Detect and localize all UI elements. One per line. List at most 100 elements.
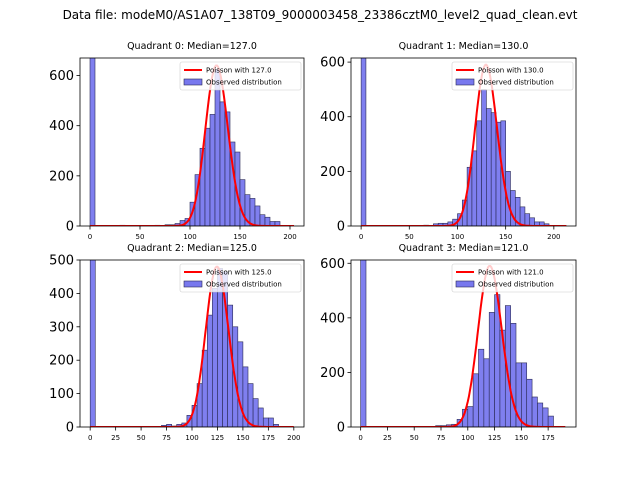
histogram-bar <box>219 101 226 226</box>
legend-label-poisson: Poisson with 127.0 <box>206 67 272 75</box>
subplot-title: Quadrant 3: Median=121.0 <box>399 243 529 254</box>
x-tick-label: 150 <box>499 233 512 241</box>
x-tick-label: 25 <box>383 434 392 442</box>
histogram-bar <box>214 68 221 226</box>
subplot-title: Quadrant 2: Median=125.0 <box>127 243 257 254</box>
x-tick-label: 150 <box>236 434 249 442</box>
x-tick-label: 100 <box>183 233 196 241</box>
legend-box <box>179 61 302 91</box>
y-tick-label: 200 <box>320 165 345 180</box>
legend-label-poisson: Poisson with 130.0 <box>478 67 544 75</box>
legend: Poisson with 127.0 Observed distribution <box>179 61 302 91</box>
histogram-bar <box>543 223 550 226</box>
plot-area <box>89 58 294 226</box>
y-tick-label: 200 <box>49 354 74 369</box>
histogram-bar <box>204 127 211 226</box>
figure-suptitle: Data file: modeM0/AS1A07_138T09_90000034… <box>62 8 578 22</box>
y-tick-label: 300 <box>49 320 74 335</box>
x-tick-label: 150 <box>515 434 528 442</box>
x-tick-label: 150 <box>233 233 246 241</box>
poisson-fit-line <box>360 265 566 427</box>
y-tick-label: 400 <box>320 311 345 326</box>
x-tick-label: 25 <box>111 434 120 442</box>
histogram-bar <box>360 260 367 427</box>
x-tick-label: 50 <box>136 233 145 241</box>
x-tick-label: 50 <box>137 434 146 442</box>
legend-label-observed: Observed distribution <box>478 79 554 87</box>
subplot-quadrant-0: 0 200 400 600 0 50 100 150 200 Quadrant 0: Median… <box>49 41 305 241</box>
x-tick-label: 50 <box>410 434 419 442</box>
histogram-bar <box>471 150 478 226</box>
histogram-bar <box>89 58 96 226</box>
legend: Poisson with 121.0 Observed distribution <box>451 263 574 293</box>
y-tick-label: 400 <box>320 110 345 125</box>
x-tick-label: 200 <box>547 233 560 241</box>
histogram-bar <box>249 198 256 226</box>
histogram-bar <box>519 206 526 226</box>
legend-box <box>179 263 302 293</box>
x-tick-label: 75 <box>437 434 446 442</box>
y-tick-label: 600 <box>320 56 345 71</box>
x-tick-label: 125 <box>211 434 224 442</box>
histogram-bar <box>531 396 538 427</box>
x-tick-label: 0 <box>88 434 92 442</box>
x-tick-label: 0 <box>88 233 92 241</box>
legend-label-observed: Observed distribution <box>206 79 282 87</box>
x-tick-label: 175 <box>541 434 554 442</box>
histogram-bar <box>212 288 218 427</box>
histogram-bar <box>524 213 531 226</box>
histogram-bar <box>166 424 172 427</box>
histogram-bar <box>268 417 274 427</box>
histogram-bar <box>274 221 281 226</box>
subplot-title: Quadrant 1: Median=130.0 <box>399 41 529 52</box>
legend: Poisson with 130.0 Observed distribution <box>451 61 574 91</box>
y-tick-label: 0 <box>337 220 345 235</box>
x-tick-label: 175 <box>262 434 275 442</box>
histogram-bar <box>476 120 482 226</box>
histogram-bar <box>481 89 487 226</box>
legend-bar-swatch <box>183 78 203 86</box>
histogram-bar <box>521 362 528 427</box>
histogram-bar <box>488 312 495 427</box>
histogram-bar <box>237 341 244 427</box>
y-tick-label: 500 <box>49 254 74 269</box>
legend-bar-swatch <box>455 78 475 86</box>
y-tick-label: 600 <box>49 69 74 84</box>
y-tick-label: 100 <box>49 387 74 402</box>
subplot-quadrant-3: 0 200 400 600 0 25 50 75 100 125 150 175 Quadrant 3:… <box>320 243 577 442</box>
axes-frame <box>350 57 577 227</box>
x-tick-label: 0 <box>359 233 363 241</box>
histogram-bar <box>547 415 554 427</box>
legend-label-observed: Observed distribution <box>206 281 282 289</box>
y-tick-label: 200 <box>320 366 345 381</box>
histogram-bar <box>257 407 264 427</box>
histogram-bar <box>252 398 259 427</box>
x-tick-label: 100 <box>461 434 474 442</box>
legend-label-poisson: Poisson with 125.0 <box>206 269 272 277</box>
histogram-bar <box>467 406 474 427</box>
histogram-bar <box>478 348 485 427</box>
histogram-bar <box>89 260 96 427</box>
histogram-bar <box>360 58 367 226</box>
histogram-bar <box>483 358 490 427</box>
x-tick-label: 125 <box>488 434 501 442</box>
histogram-bar <box>262 417 269 427</box>
histogram-bar <box>239 179 246 226</box>
histogram-bar <box>486 108 492 226</box>
subplot-quadrant-2: 0 100 200 300 400 500 0 25 50 75 100 125 150 175 200 Qu… <box>49 243 305 442</box>
histogram-bar <box>472 373 479 427</box>
legend-bar-swatch <box>455 280 475 288</box>
legend-box <box>451 263 574 293</box>
legend: Poisson with 125.0 Observed distribution <box>179 263 302 293</box>
subplot-quadrant-1: 0 200 400 600 0 50 100 150 200 Quadrant 1: Median… <box>320 41 577 241</box>
legend-label-observed: Observed distribution <box>478 281 554 289</box>
histogram-bar <box>247 383 254 427</box>
histogram-bar <box>490 112 497 226</box>
y-tick-label: 400 <box>49 287 74 302</box>
x-tick-label: 200 <box>283 233 296 241</box>
histogram-bar <box>542 407 549 427</box>
axes-frame <box>350 259 577 428</box>
histogram-bar <box>273 424 279 427</box>
y-tick-label: 400 <box>49 119 74 134</box>
